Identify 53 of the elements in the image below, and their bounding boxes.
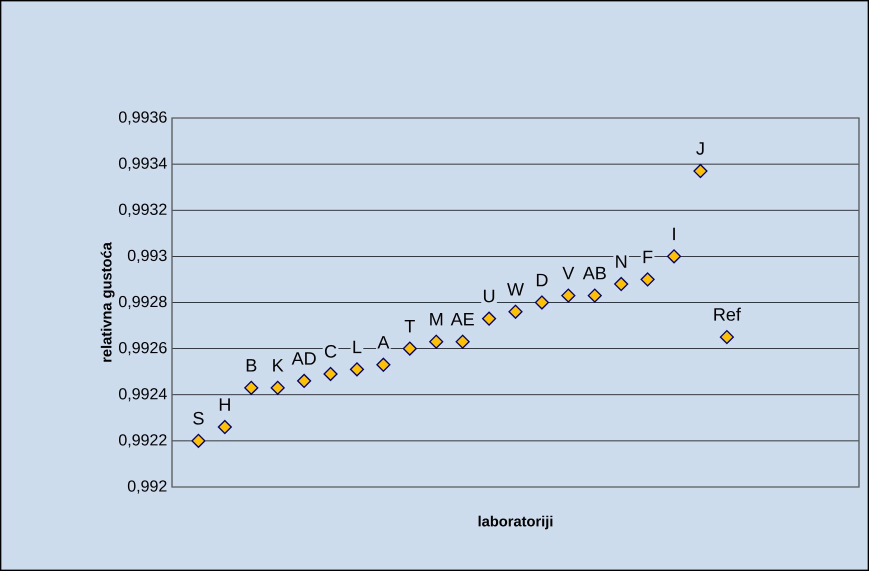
x-tick-label: Ref	[714, 308, 741, 321]
point	[218, 420, 232, 434]
point	[429, 334, 444, 349]
x-tick-label: D	[536, 274, 548, 286]
y-tick-label: 0,9932	[118, 204, 166, 217]
x-tick-label: I	[673, 228, 675, 240]
y-tick-label: 0,9936	[118, 111, 167, 125]
x-tick-label: L	[353, 340, 362, 354]
point	[456, 334, 470, 349]
point	[244, 380, 258, 395]
point	[508, 304, 523, 319]
point	[588, 288, 602, 303]
point	[666, 249, 682, 264]
x-tick-label: M	[430, 313, 442, 326]
point	[482, 312, 496, 326]
point	[720, 330, 734, 344]
y-tick-label: 0,9924	[118, 388, 167, 402]
x-tick-label: B	[246, 359, 256, 372]
point	[191, 434, 206, 448]
x-tick-label: S	[193, 412, 204, 425]
y-axis-title: relativna gustoća	[100, 242, 115, 362]
point	[376, 358, 390, 372]
point	[693, 164, 708, 178]
x-tick-label: W	[507, 283, 524, 296]
y-tick-label: 0,993	[128, 250, 167, 263]
x-tick-label: N	[616, 255, 626, 268]
point	[561, 288, 576, 303]
x-tick-label: AB	[582, 266, 606, 280]
x-tick-label: AE	[450, 313, 474, 326]
x-tick-label: AD	[292, 352, 316, 365]
x-tick-label: A	[377, 336, 390, 348]
y-tick-label: 0,9928	[118, 296, 167, 310]
x-tick-label: K	[273, 359, 284, 372]
x-tick-label: U	[484, 290, 494, 302]
y-tick-label: 0,992	[128, 480, 166, 494]
point	[534, 295, 550, 310]
point	[614, 276, 628, 292]
x-axis-title: laboratoriji	[478, 516, 552, 530]
point	[323, 366, 338, 382]
point	[402, 342, 417, 356]
point	[640, 272, 655, 287]
x-tick-label: F	[644, 250, 652, 264]
point	[270, 380, 285, 395]
x-tick-label: C	[324, 344, 336, 358]
y-tick-label: 0,9934	[118, 158, 167, 171]
y-tick-label: 0,9926	[118, 342, 167, 356]
x-tick-label: T	[404, 320, 415, 332]
x-tick-label: V	[562, 266, 574, 280]
x-tick-label: J	[696, 142, 704, 155]
point	[297, 374, 312, 388]
y-tick-label: 0,9922	[118, 434, 166, 448]
point	[350, 362, 364, 376]
x-tick-label: H	[220, 398, 230, 411]
